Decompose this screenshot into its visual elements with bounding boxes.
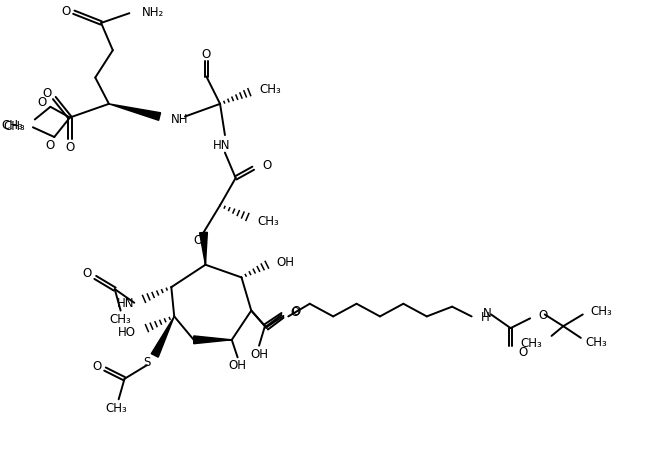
Text: O: O <box>46 139 55 152</box>
Text: O: O <box>61 5 71 18</box>
Text: O: O <box>291 305 299 318</box>
Text: NH: NH <box>171 113 189 126</box>
Text: O: O <box>202 47 211 60</box>
Text: O: O <box>193 233 202 246</box>
Polygon shape <box>151 317 174 357</box>
Text: CH₃: CH₃ <box>3 120 25 133</box>
Text: OH: OH <box>250 347 268 360</box>
Polygon shape <box>109 105 160 121</box>
Text: O: O <box>538 308 547 321</box>
Text: O: O <box>43 87 52 99</box>
Text: O: O <box>65 141 75 154</box>
Text: CH₃: CH₃ <box>106 400 128 414</box>
Text: CH₃: CH₃ <box>259 83 281 96</box>
Text: O: O <box>93 359 102 372</box>
Text: CH₃: CH₃ <box>110 312 132 325</box>
Text: HO: HO <box>118 325 136 338</box>
Text: H: H <box>480 310 489 323</box>
Text: OH: OH <box>277 256 295 269</box>
Text: CH₃: CH₃ <box>586 336 607 349</box>
Text: O: O <box>262 158 271 171</box>
Text: O: O <box>83 267 92 280</box>
Text: N: N <box>484 306 492 319</box>
Text: OH: OH <box>228 358 246 371</box>
Text: O: O <box>291 304 301 318</box>
Text: HN: HN <box>117 297 134 309</box>
Polygon shape <box>200 233 207 265</box>
Text: NH₂: NH₂ <box>142 6 164 18</box>
Text: S: S <box>143 355 150 368</box>
Text: O: O <box>37 96 46 109</box>
Polygon shape <box>194 336 232 344</box>
Text: CH₃: CH₃ <box>520 336 542 350</box>
Text: CH₃: CH₃ <box>1 119 23 132</box>
Text: HN: HN <box>213 139 230 152</box>
Text: O: O <box>518 345 528 358</box>
Text: CH₃: CH₃ <box>257 215 279 228</box>
Text: CH₃: CH₃ <box>591 304 613 318</box>
